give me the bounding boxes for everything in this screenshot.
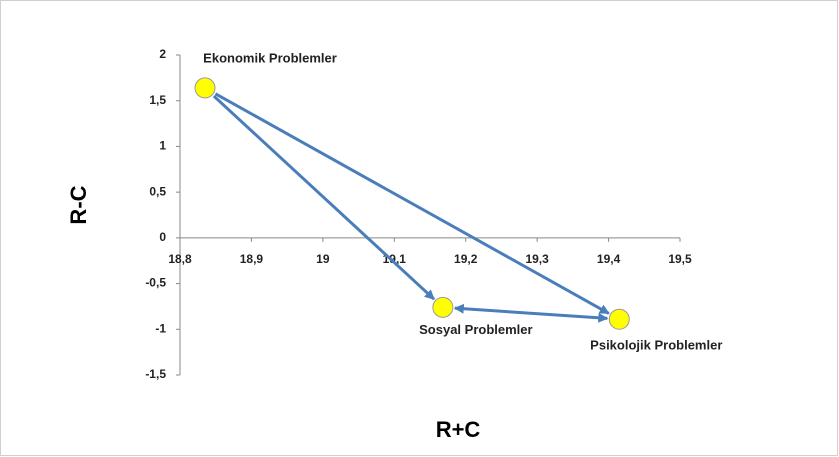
y-tick-label: 0	[159, 230, 166, 244]
x-tick-label: 19,4	[597, 252, 621, 266]
x-tick-label: 18,9	[240, 252, 264, 266]
x-axis-label: R+C	[436, 417, 481, 442]
arrow	[453, 303, 609, 323]
y-axis-label: R-C	[66, 185, 91, 224]
x-tick-label: 19,2	[454, 252, 478, 266]
point-label: Sosyal Problemler	[419, 322, 532, 337]
x-tick-label: 19	[316, 252, 330, 266]
point-label: Ekonomik Problemler	[203, 50, 337, 65]
point	[194, 77, 216, 99]
y-tick-label: 2	[159, 47, 166, 61]
y-tick-label: 1,5	[149, 93, 166, 107]
point	[432, 296, 454, 318]
point-label: Psikolojik Problemler	[590, 338, 722, 353]
y-tick-label: 0,5	[149, 184, 166, 198]
x-tick-label: 19,5	[668, 252, 692, 266]
arrow	[212, 94, 436, 301]
point	[608, 308, 630, 330]
y-tick-label: -1,5	[145, 367, 166, 381]
x-tick-label: 18,8	[168, 252, 192, 266]
y-tick-label: -0,5	[145, 276, 166, 290]
y-tick-label: 1	[159, 139, 166, 153]
y-tick-label: -1	[155, 321, 166, 335]
arrow	[214, 92, 610, 315]
x-tick-label: 19,3	[525, 252, 549, 266]
